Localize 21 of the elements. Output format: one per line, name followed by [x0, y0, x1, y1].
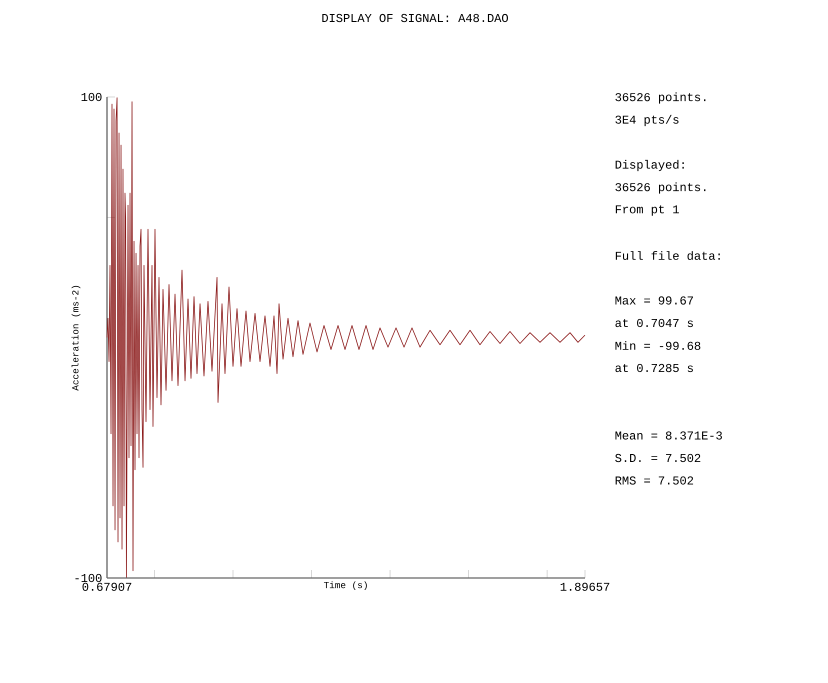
text: S.D. = 7.502 — [615, 454, 700, 462]
x-tick-label: 0.67907 — [82, 582, 132, 591]
text: RMS = 7.502 — [616, 476, 694, 485]
text: 36526 points. — [615, 182, 706, 194]
x-tick-label: 1.89657 — [560, 582, 610, 591]
chart-title: DISPLAY OF SIGNAL: A48.DAO — [322, 14, 508, 22]
line-series — [106, 97, 586, 578]
y-tick-label: 100 — [82, 92, 102, 102]
text: Mean = 8.371E-3 — [615, 431, 722, 440]
text: Min = -99.68 — [615, 341, 700, 350]
text: 36526 points. — [615, 92, 706, 104]
text: at 0.7047 s — [615, 318, 693, 328]
text: From pt 1 — [616, 205, 679, 216]
text: Full file data: — [616, 251, 720, 260]
text: Displayed: — [616, 160, 684, 172]
text: at 0.7285 s — [615, 364, 693, 372]
text: 3E4 pts/s — [615, 114, 679, 126]
y-tick-label: -100 — [75, 574, 102, 582]
text: Max = 99.67 — [615, 296, 693, 305]
x-axis-title: Time (s) — [324, 581, 367, 590]
y-axis-title: Acceleration (ms-2) — [72, 286, 80, 391]
